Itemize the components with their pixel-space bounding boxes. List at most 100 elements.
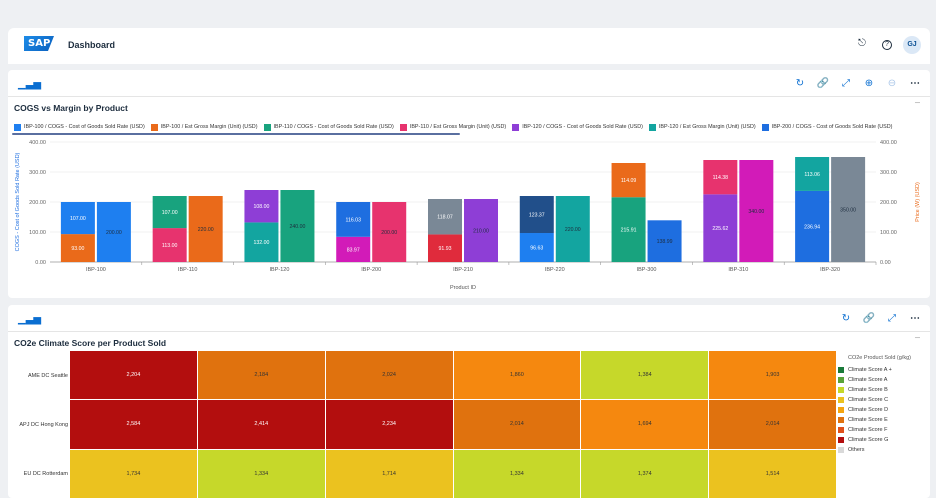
- heatmap-cell[interactable]: 2,014: [709, 400, 836, 449]
- heatmap-legend-item[interactable]: Climate Score G: [838, 435, 928, 445]
- heatmap-legend-swatch: [838, 387, 844, 393]
- heatmap-cell[interactable]: 1,694: [581, 400, 709, 449]
- x-tick-label: IBP-300: [637, 267, 657, 273]
- x-tick-label: IBP-200: [361, 267, 381, 273]
- heatmap-legend-item[interactable]: Climate Score B: [838, 385, 928, 395]
- heatmap-legend-item[interactable]: Climate Score E: [838, 415, 928, 425]
- heatmap-legend-item[interactable]: Climate Score A +: [838, 365, 928, 375]
- stacked-bar-segment: [428, 234, 462, 262]
- stacked-bar-segment: [60, 234, 95, 262]
- zoom-out-icon[interactable]: ⊖: [887, 78, 897, 89]
- legend-item[interactable]: IBP-120 / COGS - Cost of Goods Sold Rate…: [512, 122, 643, 132]
- heatmap-legend-label: Climate Score E: [848, 417, 888, 423]
- card2-toolbar: ↻ 🔗 ⤢ ⋯: [839, 313, 922, 324]
- more-icon[interactable]: ⋯: [910, 78, 920, 89]
- y2-tick-label: 100.00: [880, 230, 897, 236]
- heatmap-cell[interactable]: 1,334: [453, 449, 581, 498]
- heatmap-title: CO2e Climate Score per Product Sold: [14, 338, 167, 348]
- expand-icon[interactable]: ⤢: [888, 313, 896, 324]
- heatmap-legend-item[interactable]: Climate Score D: [838, 405, 928, 415]
- heatmap-legend-item[interactable]: Climate Score A: [838, 375, 928, 385]
- heatmap-legend-label: Climate Score C: [848, 397, 889, 403]
- zoom-in-icon[interactable]: ⊕: [864, 78, 874, 89]
- legend-label: IBP-100 / COGS - Cost of Goods Sold Rate…: [24, 124, 145, 130]
- heatmap-legend-item[interactable]: Others: [838, 445, 928, 455]
- heatmap-legend-swatch: [838, 447, 844, 453]
- legend-item[interactable]: IBP-100 / Est Gross Margin (Unit) (USD): [150, 122, 258, 132]
- heatmap-cell[interactable]: 2,414: [197, 400, 325, 449]
- chart-type-icon[interactable]: ▁▃▅: [18, 314, 42, 325]
- heatmap-cell[interactable]: 2,024: [325, 351, 453, 400]
- y-tick-label: 100.00: [29, 230, 46, 236]
- heatmap-cell[interactable]: 1,714: [325, 449, 453, 498]
- bar-data-label: 107.00: [70, 216, 86, 222]
- heatmap-cell[interactable]: 1,903: [709, 351, 836, 400]
- heatmap-cell[interactable]: 2,584: [70, 400, 197, 449]
- x-tick-label: IBP-320: [820, 267, 840, 273]
- heatmap-cell[interactable]: 1,514: [709, 449, 836, 498]
- bar-data-label: 116.03: [345, 217, 361, 223]
- y2-tick-label: 200.00: [880, 200, 897, 206]
- heatmap-cell[interactable]: 1,384: [581, 351, 709, 400]
- help-icon[interactable]: ?: [882, 38, 892, 50]
- heatmap-cell[interactable]: 1,374: [581, 449, 709, 498]
- stacked-bar-segment: [703, 194, 738, 262]
- stacked-bar-segment: [244, 222, 279, 262]
- bar-data-label: 108.00: [254, 204, 270, 210]
- stacked-bar-segment: [611, 163, 646, 198]
- legend-scrollbar[interactable]: [12, 133, 460, 135]
- toolbar-divider: [8, 96, 930, 97]
- x-tick-label: IBP-110: [178, 267, 197, 273]
- link-icon[interactable]: 🔗: [816, 78, 830, 89]
- sap-logo[interactable]: SAP: [24, 36, 54, 51]
- heatmap-legend-label: Climate Score G: [848, 437, 889, 443]
- refresh-icon[interactable]: ↻: [795, 78, 805, 89]
- heatmap-legend-label: Others: [848, 447, 865, 453]
- heatmap-legend-label: Climate Score D: [848, 407, 889, 413]
- expand-icon[interactable]: ⤢: [842, 78, 850, 89]
- headset-icon[interactable]: ⎋: [858, 38, 866, 49]
- more-icon[interactable]: ⋯: [910, 313, 920, 324]
- legend-item[interactable]: IBP-100 / COGS - Cost of Goods Sold Rate…: [14, 122, 145, 132]
- heatmap-cell[interactable]: 1,734: [70, 449, 197, 498]
- heatmap-legend: CO2e Product Sold (g/kg) Climate Score A…: [838, 355, 928, 455]
- heatmap-legend-swatch: [838, 437, 844, 443]
- bar-data-label: 91.93: [439, 246, 452, 252]
- grip-icon[interactable]: ─: [915, 100, 920, 107]
- bar-data-label: 225.62: [712, 226, 728, 232]
- x-tick-label: IBP-100: [86, 267, 106, 273]
- bar-data-label: 215.91: [621, 228, 637, 234]
- grip-icon[interactable]: ─: [915, 335, 920, 342]
- link-icon[interactable]: 🔗: [862, 313, 876, 324]
- heatmap-cell[interactable]: 2,014: [453, 400, 581, 449]
- single-bar: [464, 199, 498, 262]
- heatmap-legend-label: Climate Score B: [848, 387, 888, 393]
- heatmap-legend-label: Climate Score F: [848, 427, 888, 433]
- single-bar: [555, 196, 590, 262]
- help-icon-glyph: ?: [882, 40, 892, 50]
- y2-tick-label: 300.00: [880, 170, 897, 176]
- single-bar: [96, 202, 131, 262]
- heatmap-cell[interactable]: 2,234: [325, 400, 453, 449]
- avatar[interactable]: GJ: [903, 36, 921, 54]
- x-tick-label: IBP-310: [728, 267, 748, 273]
- legend-item[interactable]: IBP-120 / Est Gross Margin (Unit) (USD): [648, 122, 756, 132]
- y2-tick-label: 0.00: [880, 260, 891, 266]
- heatmap-legend-title: CO2e Product Sold (g/kg): [848, 355, 911, 361]
- legend-label: IBP-200 / COGS - Cost of Goods Sold Rate…: [771, 124, 893, 130]
- legend-item[interactable]: IBP-110 / Est Gross Margin (Unit) (USD): [399, 122, 506, 132]
- chart-type-icon[interactable]: ▁▃▅: [18, 79, 42, 90]
- heatmap-cell[interactable]: 1,860: [453, 351, 581, 400]
- legend-item[interactable]: IBP-200 / COGS - Cost of Goods Sold Rate…: [761, 122, 893, 132]
- heatmap-cell[interactable]: 2,184: [197, 351, 325, 400]
- bar-data-label: 83.97: [347, 247, 360, 253]
- heatmap-cell[interactable]: 2,204: [70, 351, 197, 400]
- legend-item[interactable]: IBP-110 / COGS - Cost of Goods Sold Rate…: [263, 122, 394, 132]
- refresh-icon[interactable]: ↻: [841, 313, 851, 324]
- heatmap-cell[interactable]: 1,334: [197, 449, 325, 498]
- stacked-bar-segment: [152, 196, 187, 229]
- heatmap-legend-item[interactable]: Climate Score F: [838, 425, 928, 435]
- y-tick-label: 200.00: [29, 200, 46, 206]
- heatmap-legend-item[interactable]: Climate Score C: [838, 395, 928, 405]
- bar-data-label: 114.38: [713, 175, 729, 181]
